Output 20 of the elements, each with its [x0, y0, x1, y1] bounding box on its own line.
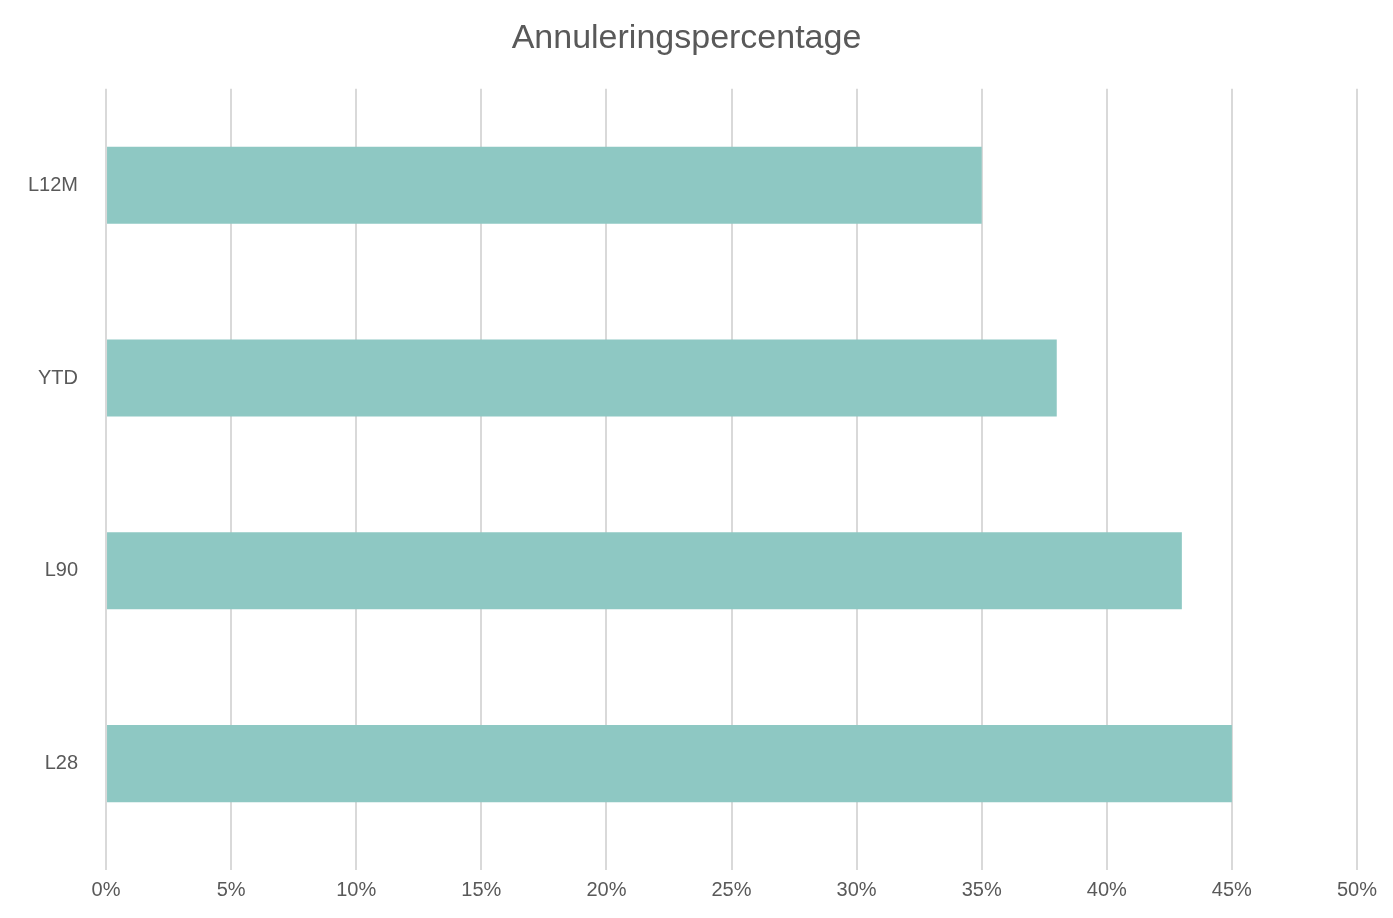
- x-tick-label: 0%: [91, 877, 121, 900]
- x-tick-label: 15%: [461, 877, 502, 900]
- x-tick-label: 20%: [586, 877, 627, 900]
- bar: [107, 532, 1182, 610]
- x-tick-label: 30%: [836, 877, 877, 900]
- x-tick-label: 10%: [336, 877, 377, 900]
- y-tick-label: L28: [44, 751, 79, 774]
- x-tick-label: 50%: [1336, 877, 1378, 900]
- x-tick-label: 35%: [961, 877, 1002, 900]
- x-tick-label: 40%: [1086, 877, 1128, 900]
- bar: [107, 725, 1232, 803]
- y-tick-label: L90: [44, 558, 79, 581]
- x-tick-label: 25%: [711, 877, 752, 900]
- x-tick-label: 45%: [1211, 877, 1253, 900]
- y-tick-label: YTD: [38, 365, 79, 388]
- chart-title: Annuleringspercentage: [511, 16, 862, 55]
- bar: [107, 146, 982, 224]
- x-tick-label: 5%: [216, 877, 246, 900]
- y-tick-label: L12M: [28, 172, 79, 195]
- bar: [107, 339, 1057, 417]
